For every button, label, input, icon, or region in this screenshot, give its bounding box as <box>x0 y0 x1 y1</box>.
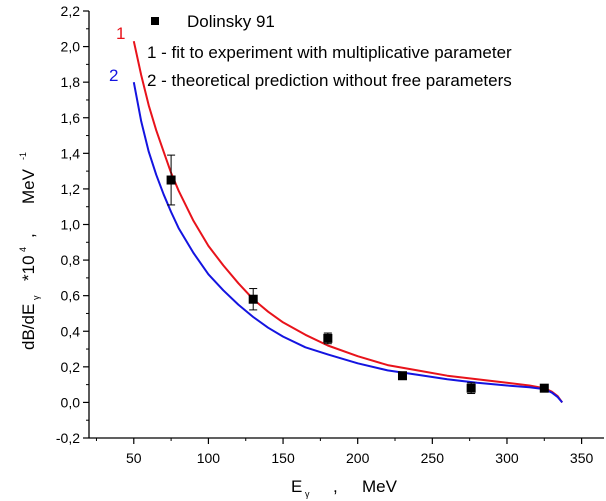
x-tick-label: 50 <box>126 450 142 466</box>
y-tick-label: 2,2 <box>61 3 81 19</box>
y-axis-label-subscript: γ <box>31 295 41 300</box>
data-point <box>466 383 476 393</box>
data-point <box>248 294 258 304</box>
legend: Dolinsky 91 1 - fit to experiment with m… <box>147 12 512 90</box>
curve-2-label: 2 <box>109 66 118 85</box>
legend-entry-curve-2: 2 - theoretical prediction without free … <box>147 71 512 90</box>
y-tick-label: 1,0 <box>61 217 81 233</box>
data-point <box>166 175 176 185</box>
y-axis-factor: *10 <box>19 255 38 281</box>
y-axis-separator: , <box>19 233 38 238</box>
curve-1-label: 1 <box>116 24 125 43</box>
series-curves <box>132 40 564 404</box>
x-tick-label: 100 <box>197 450 221 466</box>
y-axis-label: dB/dE <box>19 304 38 350</box>
axis-ticks: -0,2 0,0 0,2 0,4 0,6 0,8 1,0 1,2 1,4 1,6 1,8 2,0 2,2… <box>56 3 594 466</box>
x-tick-label: 150 <box>271 450 295 466</box>
y-tick-label: 0,4 <box>61 323 81 339</box>
y-axis-title: dB/dE γ *10 4 , MeV -1 <box>18 152 41 350</box>
x-axis-label-subscript: γ <box>305 489 310 499</box>
x-tick-label: 350 <box>570 450 594 466</box>
y-tick-label: 0,0 <box>61 394 81 410</box>
y-axis-factor-superscript: 4 <box>18 247 28 252</box>
x-tick-label: 300 <box>495 450 519 466</box>
data-point <box>539 383 549 393</box>
data-point <box>323 333 333 343</box>
data-points <box>166 154 549 395</box>
y-tick-label: 1,6 <box>61 110 81 126</box>
y-tick-label: 0,6 <box>61 288 81 304</box>
x-tick-label: 250 <box>421 450 445 466</box>
y-tick-label: 0,2 <box>61 359 81 375</box>
x-axis-title: E γ , MeV <box>291 477 398 499</box>
data-point <box>397 371 407 381</box>
legend-entry-points: Dolinsky 91 <box>187 12 275 31</box>
y-tick-label: 1,2 <box>61 181 81 197</box>
curve-2-line <box>132 82 563 404</box>
x-axis-separator: , <box>333 477 338 496</box>
x-axis-unit: MeV <box>362 477 398 496</box>
legend-entry-curve-1: 1 - fit to experiment with multiplicativ… <box>147 43 512 62</box>
x-tick-label: 200 <box>346 450 370 466</box>
y-axis-unit-superscript: -1 <box>18 152 28 160</box>
y-axis-unit: MeV <box>19 168 38 204</box>
y-tick-label: 0,8 <box>61 252 81 268</box>
y-tick-label: -0,2 <box>56 430 80 446</box>
x-axis-label: E <box>291 477 302 496</box>
y-tick-label: 1,8 <box>61 74 81 90</box>
curve-1-line <box>132 40 564 403</box>
y-tick-label: 2,0 <box>61 39 81 55</box>
y-tick-label: 1,4 <box>61 145 81 161</box>
legend-marker <box>151 17 159 25</box>
